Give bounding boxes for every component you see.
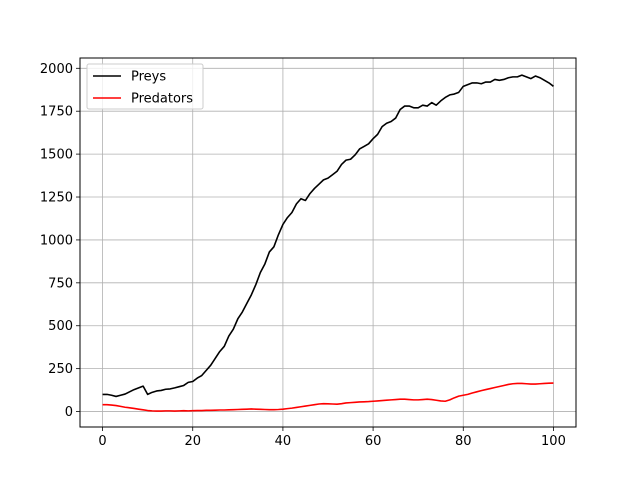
y-tick-label: 750 — [48, 276, 73, 291]
x-tick-label: 0 — [98, 434, 106, 449]
x-tick-label: 40 — [275, 434, 292, 449]
grid-layer — [80, 58, 576, 427]
x-tick-label: 60 — [365, 434, 382, 449]
y-tick-label: 250 — [48, 362, 73, 377]
y-tick-label: 1500 — [40, 148, 73, 163]
plot-frame — [79, 57, 577, 428]
y-tick-label: 0 — [65, 405, 73, 420]
legend-label-predators: Predators — [131, 92, 193, 107]
y-tick-label: 2000 — [40, 62, 73, 77]
y-tick-label: 1000 — [40, 233, 73, 248]
legend: Preys Predators — [86, 63, 204, 110]
y-tick-label: 500 — [48, 319, 73, 334]
x-tick-label: 20 — [184, 434, 201, 449]
y-tick-label: 1750 — [40, 105, 73, 120]
series-line-preys — [102, 74, 554, 398]
tick-layer: 0 20 40 60 80 1000250500750100012501500175020… — [40, 62, 566, 449]
y-tick-label: 1250 — [40, 191, 73, 206]
series-layer — [102, 74, 554, 412]
x-tick-label: 100 — [541, 434, 566, 449]
x-tick-label: 80 — [455, 434, 472, 449]
legend-label-preys: Preys — [131, 70, 166, 85]
series-line-predators — [102, 382, 554, 412]
